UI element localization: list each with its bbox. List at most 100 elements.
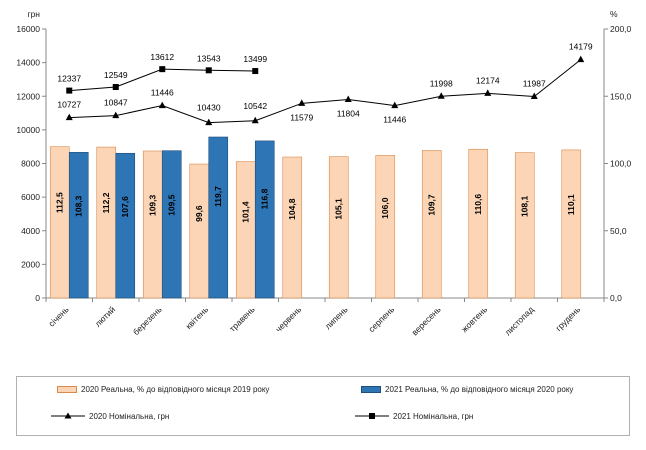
point-2020-nominal [530, 92, 538, 99]
x-tick-label: квітень [183, 304, 210, 331]
point-2021-nominal [159, 66, 166, 73]
bar-label-2021-real: 108,3 [74, 195, 84, 217]
right-tick-label: 100,0 [610, 159, 632, 169]
left-tick-label: 4000 [21, 226, 40, 236]
bar-label-2021-real: 109,5 [167, 194, 177, 216]
point-2020-nominal [298, 99, 306, 106]
x-tick-label: серпень [366, 304, 396, 334]
bar-label-2020-real: 110,6 [473, 194, 483, 215]
legend-item-2020-nominal: 2020 Номінальна, грн [51, 411, 169, 421]
point-label-2020-nominal: 11446 [151, 88, 174, 98]
legend-line-2020-nominal [51, 411, 85, 421]
point-2020-nominal [112, 111, 120, 119]
x-tick-label: лютий [93, 304, 118, 329]
legend-item-2021-real: 2021 Реальна, % до відповідного місяця 2… [361, 385, 573, 394]
bar-2021-real [115, 152, 136, 299]
left-tick-label: 10000 [16, 125, 40, 135]
point-2020-nominal [205, 118, 213, 126]
point-2020-nominal [65, 113, 73, 121]
bar-2020-real [189, 163, 210, 299]
bar-2020-real [282, 156, 303, 299]
bar-2020-real [514, 152, 535, 299]
legend-line-2021-nominal [355, 411, 389, 421]
left-tick-label: 12000 [16, 91, 40, 101]
bar-2020-real [328, 156, 349, 299]
legend-label-2020-nominal: 2020 Номінальна, грн [89, 411, 170, 421]
right-tick-label: 0,0 [610, 293, 622, 303]
point-label-2021-nominal: 13543 [197, 53, 221, 63]
bar-label-2020-real: 99,6 [194, 205, 204, 222]
bar-2020-real [142, 150, 163, 299]
point-label-2020-nominal: 10542 [243, 101, 267, 111]
point-2021-nominal [66, 87, 73, 94]
bar-label-2020-real: 109,7 [427, 194, 437, 216]
right-tick-label: 200,0 [610, 24, 632, 34]
legend-label-2021-real: 2021 Реальна, % до відповідного місяця 2… [385, 385, 574, 394]
bar-2021-real [161, 150, 182, 299]
bar-2021-real [254, 140, 275, 299]
legend-label-2021-nominal: 2021 Номінальна, грн [393, 411, 474, 421]
point-2020-nominal [251, 116, 259, 124]
bar-2021-real [208, 136, 229, 299]
bar-label-2020-real: 112,2 [101, 192, 111, 213]
point-label-2021-nominal: 13612 [150, 52, 174, 62]
x-tick-label: листопад [503, 304, 536, 337]
legend-item-2020-real: 2020 Реальна, % до відповідного місяця 2… [57, 385, 269, 394]
point-2020-nominal [577, 55, 585, 63]
point-label-2021-nominal: 13499 [243, 54, 267, 64]
point-2021-nominal [252, 68, 259, 75]
point-label-2020-nominal: 11804 [337, 109, 360, 119]
left-tick-label: 0 [35, 293, 40, 303]
bar-label-2020-real: 104,8 [287, 198, 297, 220]
point-2020-nominal [158, 101, 166, 109]
point-label-2020-nominal: 11446 [383, 115, 406, 125]
x-tick-label: липень [323, 304, 350, 331]
line-2020-nominal [69, 59, 582, 124]
point-label-2020-nominal: 10847 [104, 98, 128, 108]
bar-2020-real [49, 146, 70, 299]
point-2020-nominal [391, 101, 399, 109]
bar-label-2020-real: 109,3 [148, 194, 158, 216]
point-2021-nominal [205, 67, 212, 74]
point-2020-nominal [437, 92, 445, 99]
bar-2020-real [421, 150, 442, 299]
bar-label-2020-real: 112,5 [55, 192, 65, 213]
x-tick-label: вересень [410, 304, 443, 337]
bar-2021-real [68, 152, 89, 299]
x-tick-label: грудень [554, 304, 583, 333]
point-label-2020-nominal: 14179 [569, 42, 593, 52]
point-2020-nominal [344, 95, 352, 103]
left-tick-label: 14000 [16, 58, 40, 68]
point-2020-nominal [484, 89, 492, 96]
left-tick-label: 2000 [21, 259, 40, 269]
bar-label-2020-real: 106,0 [380, 197, 390, 219]
point-label-2020-nominal: 11579 [290, 112, 313, 122]
point-label-2020-nominal: 10727 [57, 100, 81, 110]
point-label-2021-nominal: 12549 [104, 70, 128, 80]
bar-2020-real [96, 146, 117, 299]
legend-item-2021-nominal: 2021 Номінальна, грн [355, 411, 473, 421]
bar-label-2020-real: 105,1 [334, 198, 344, 220]
left-tick-label: 8000 [21, 159, 40, 169]
bar-2020-real [235, 161, 256, 299]
legend-label-2020-real: 2020 Реальна, % до відповідного місяця 2… [81, 385, 270, 394]
point-label-2020-nominal: 11998 [430, 78, 453, 88]
bar-label-2021-real: 119,7 [213, 186, 223, 207]
point-label-2021-nominal: 12337 [57, 74, 81, 84]
left-tick-label: 16000 [16, 24, 40, 34]
bar-2020-real [561, 149, 582, 299]
bar-label-2021-real: 116,8 [260, 188, 270, 209]
point-label-2020-nominal: 12174 [476, 75, 500, 85]
bar-label-2021-real: 107,6 [120, 196, 130, 218]
bar-2020-real [375, 155, 396, 299]
bar-2020-real [468, 148, 489, 299]
bar-label-2020-real: 101,4 [241, 201, 251, 223]
x-tick-label: червень [273, 304, 303, 334]
right-tick-label: 150,0 [610, 91, 632, 101]
legend-swatch-2020-real [57, 386, 77, 393]
point-label-2020-nominal: 10430 [197, 103, 221, 113]
bar-label-2020-real: 108,1 [520, 195, 530, 217]
x-tick-label: жовтень [459, 304, 489, 334]
left-axis-unit: грн [27, 9, 40, 19]
